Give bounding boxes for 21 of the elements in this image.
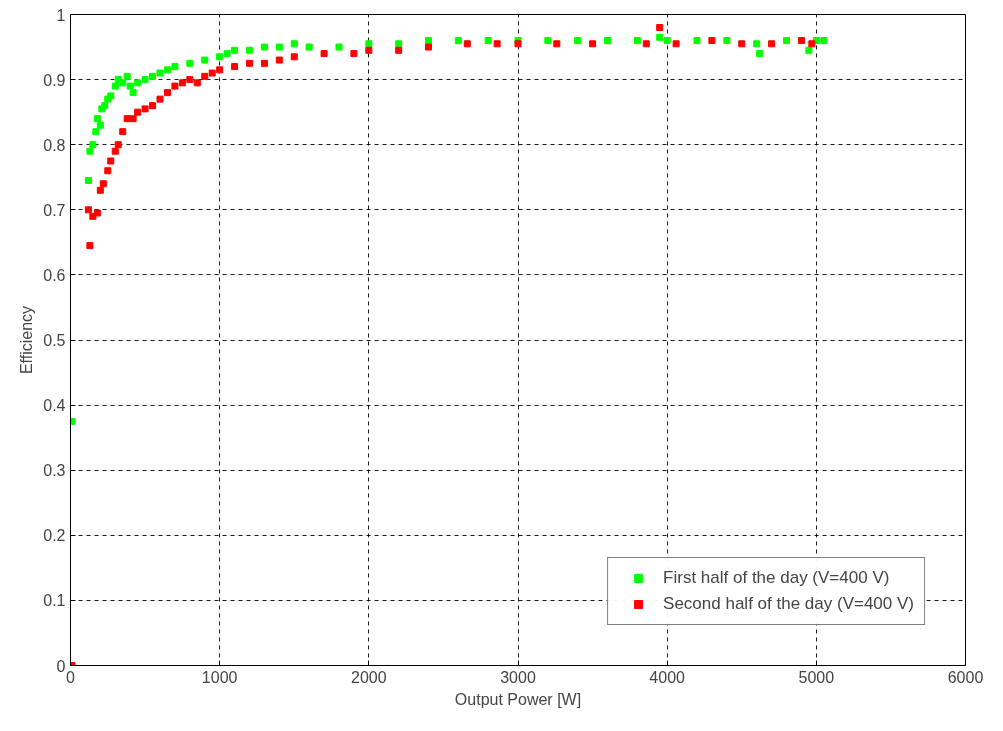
- x-tick-label: 5000: [798, 668, 835, 686]
- y-tick-label: 0: [56, 657, 66, 675]
- y-tick-label: 0.1: [43, 592, 66, 610]
- x-tick-label: 3000: [500, 668, 536, 686]
- x-tick-label: 1000: [201, 668, 238, 686]
- y-tick-label: 0.2: [43, 527, 66, 545]
- x-tick-label: 4000: [649, 668, 686, 686]
- legend-label: First half of the day (V=400 V): [663, 568, 890, 588]
- y-tick-label: 0.3: [43, 462, 66, 480]
- x-tick-label: 6000: [947, 668, 984, 686]
- x-axis-title: Output Power [W]: [454, 690, 582, 708]
- y-tick-label: 0.7: [43, 201, 66, 219]
- y-tick-label: 0.8: [43, 136, 66, 154]
- y-tick-label: 0.6: [43, 266, 66, 284]
- legend-label: Second half of the day (V=400 V): [663, 594, 914, 614]
- y-tick-label: 0.9: [43, 71, 66, 89]
- y-axis-title: Efficiency: [18, 305, 36, 375]
- y-tick-label: 0.4: [43, 397, 66, 415]
- y-tick-label: 0.5: [43, 332, 66, 349]
- y-tick-label: 1: [56, 6, 66, 24]
- x-tick-label: 2000: [351, 668, 387, 686]
